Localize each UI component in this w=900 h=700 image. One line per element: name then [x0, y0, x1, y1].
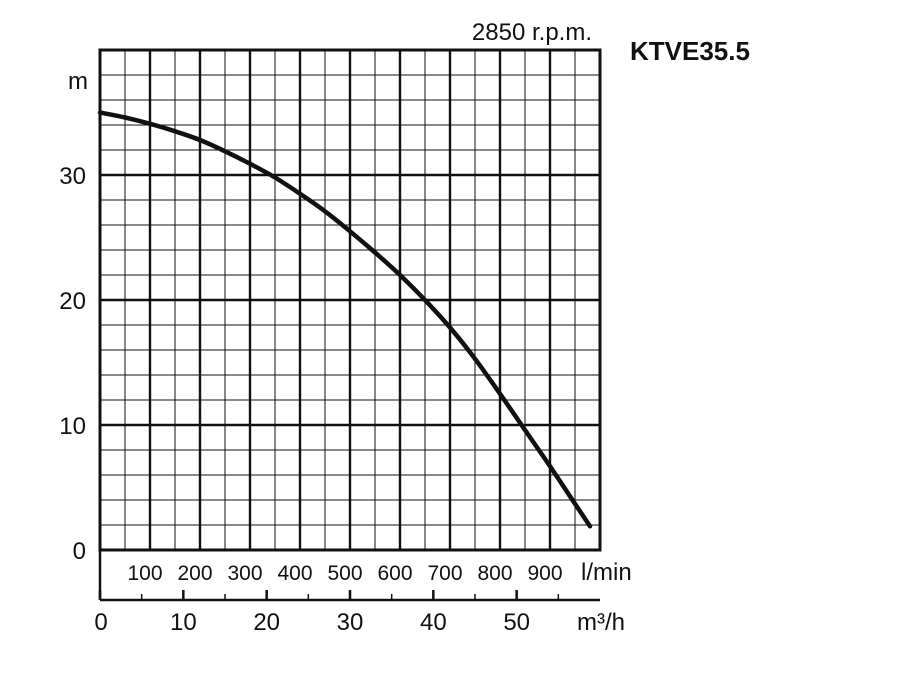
- m3h-tick-label: 10: [170, 609, 197, 636]
- lmin-tick-label: 600: [377, 562, 412, 585]
- flow-scale: [98, 550, 600, 602]
- lmin-tick-label: 700: [427, 562, 462, 585]
- lmin-tick-label: 400: [277, 562, 312, 585]
- chart-title: KTVE35.5: [630, 36, 750, 66]
- x-axis-label-m3h: m³/h: [577, 609, 625, 636]
- y-tick-label: 30: [59, 163, 86, 190]
- m3h-tick-label: 40: [420, 609, 447, 636]
- grid: [100, 50, 600, 550]
- lmin-tick-label: 800: [477, 562, 512, 585]
- head-curve: [97, 110, 593, 529]
- lmin-tick-label: 500: [327, 562, 362, 585]
- m3h-tick-label: 50: [503, 609, 530, 636]
- lmin-tick-label: 300: [227, 562, 262, 585]
- lmin-tick-label: 100: [127, 562, 162, 585]
- x-axis-label-lmin: l/min: [581, 559, 632, 586]
- y-tick-label: 20: [59, 288, 86, 315]
- y-tick-label: 0: [73, 538, 86, 565]
- m3h-tick-label: 20: [253, 609, 280, 636]
- m3h-tick-label: 30: [337, 609, 364, 636]
- lmin-tick-label: 200: [177, 562, 212, 585]
- tick-labels: 0 10 20 30 100 200 300 400 500 600 700 800 900 0 10 20 3…: [59, 163, 562, 636]
- m3h-tick-label: 0: [94, 609, 107, 636]
- y-axis-label: m: [68, 68, 88, 95]
- plot-frame: [98, 48, 602, 552]
- lmin-tick-label: 900: [527, 562, 562, 585]
- y-tick-label: 10: [59, 413, 86, 440]
- speed-label: 2850 r.p.m.: [472, 19, 592, 46]
